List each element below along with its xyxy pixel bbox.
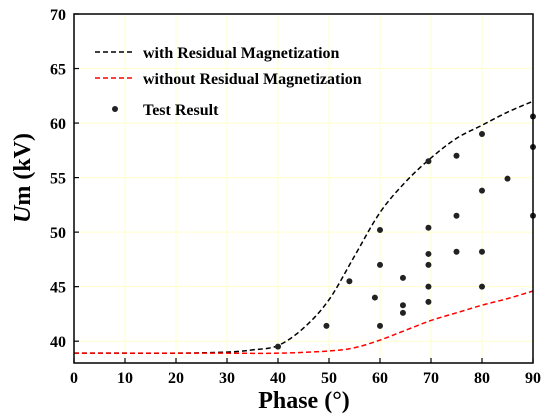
y-tick-label: 45 <box>50 280 66 297</box>
y-tick-label: 40 <box>50 334 66 351</box>
y-tick-label: 50 <box>50 225 66 242</box>
test-result-point <box>479 283 485 290</box>
test-result-point <box>479 248 485 255</box>
test-result-point <box>275 343 281 350</box>
test-result-point <box>453 152 460 159</box>
y-tick-label: 70 <box>50 7 66 24</box>
legend: with Residual Magnetization without Resi… <box>95 45 362 119</box>
x-tick-label: 70 <box>423 370 439 387</box>
legend-marker-test-result <box>112 106 118 112</box>
plot-series <box>73 100 536 355</box>
test-result-point <box>371 294 378 301</box>
tick-labels: 0 10 20 30 40 50 60 70 80 90 40 45 50 55 60 65 70 <box>50 7 541 387</box>
test-result-point <box>425 283 432 290</box>
test-result-point <box>425 158 432 165</box>
test-result-point <box>377 226 383 233</box>
y-tick-label: 60 <box>50 116 66 133</box>
x-tick-label: 0 <box>70 370 78 387</box>
x-tick-label: 30 <box>219 370 235 387</box>
test-result-point <box>323 322 330 329</box>
x-tick-label: 10 <box>117 370 133 387</box>
ticks <box>73 13 534 363</box>
x-tick-label: 40 <box>270 370 286 387</box>
x-tick-label: 20 <box>168 370 184 387</box>
x-tick-label: 60 <box>372 370 388 387</box>
y-axis-title-symbol: U <box>10 204 36 223</box>
test-result-point <box>399 302 406 309</box>
test-result-point <box>453 212 460 219</box>
series-line-0 <box>73 100 534 355</box>
x-tick-label: 90 <box>525 370 541 387</box>
test-result-point <box>399 309 406 316</box>
series-line-1 <box>73 290 534 355</box>
test-result-point <box>504 175 511 182</box>
test-result-point <box>479 130 485 137</box>
test-result-point <box>453 248 460 255</box>
x-axis-title: Phase (°) <box>258 388 350 414</box>
y-tick-label: 55 <box>50 171 66 188</box>
test-result-point <box>377 322 383 329</box>
y-axis-title: Um (kV) <box>10 133 36 223</box>
test-result-point <box>346 278 353 285</box>
test-result-point <box>377 261 383 268</box>
test-result-point <box>479 187 485 194</box>
y-tick-label: 65 <box>50 62 66 79</box>
test-result-point <box>425 261 432 268</box>
x-tick-label: 50 <box>321 370 337 387</box>
plot-frame <box>73 13 534 364</box>
y-axis-title-unit: m (kV) <box>10 133 36 206</box>
test-result-point <box>425 224 432 231</box>
test-result-point <box>399 274 406 281</box>
legend-label-test-result: Test Result <box>143 102 219 119</box>
test-result-point <box>425 250 432 257</box>
legend-label-with-residual: with Residual Magnetization <box>143 45 340 62</box>
test-result-point <box>425 298 432 305</box>
legend-label-without-residual: without Residual Magnetization <box>143 71 362 88</box>
x-tick-label: 80 <box>474 370 490 387</box>
